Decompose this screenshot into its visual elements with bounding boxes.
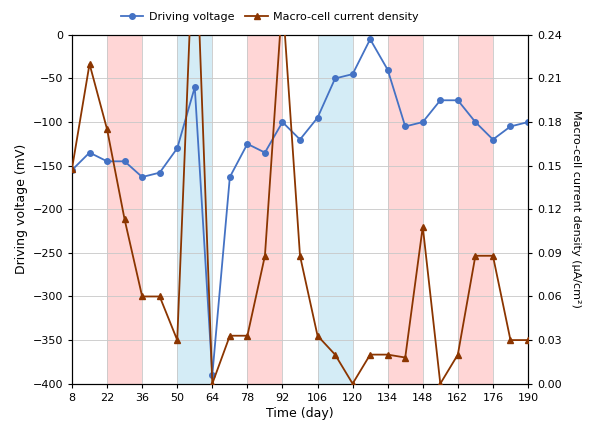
Macro-cell current density — [507, 337, 514, 343]
Macro-cell current density — [349, 381, 356, 386]
Line: Macro-cell current density: Macro-cell current density — [69, 0, 531, 386]
Macro-cell current density — [437, 381, 444, 386]
Bar — [458, 35, 493, 384]
Macro-cell current density — [226, 333, 233, 338]
Driving voltage — [279, 119, 286, 125]
Macro-cell current density — [384, 352, 391, 357]
Driving voltage — [121, 159, 128, 164]
Macro-cell current density — [156, 294, 163, 299]
Macro-cell current density — [173, 337, 181, 343]
Driving voltage — [226, 174, 233, 180]
Bar — [247, 35, 283, 384]
Macro-cell current density — [419, 224, 427, 229]
Driving voltage — [524, 119, 532, 125]
Driving voltage — [507, 124, 514, 129]
Driving voltage — [419, 119, 427, 125]
Driving voltage — [401, 124, 409, 129]
Macro-cell current density — [296, 253, 304, 259]
Macro-cell current density — [209, 381, 216, 386]
Line: Driving voltage: Driving voltage — [69, 37, 531, 378]
Driving voltage — [244, 141, 251, 146]
Driving voltage — [191, 85, 199, 90]
Macro-cell current density — [139, 294, 146, 299]
Driving voltage — [156, 170, 163, 175]
Driving voltage — [173, 146, 181, 151]
Driving voltage — [209, 372, 216, 378]
Bar — [107, 35, 142, 384]
Bar — [177, 35, 212, 384]
Driving voltage — [472, 119, 479, 125]
Driving voltage — [68, 167, 76, 173]
Driving voltage — [454, 98, 461, 103]
Driving voltage — [86, 150, 93, 155]
Macro-cell current density — [68, 166, 76, 171]
Driving voltage — [314, 115, 321, 120]
Driving voltage — [103, 159, 110, 164]
Driving voltage — [349, 72, 356, 77]
Y-axis label: Macro-cell current density (μA/cm²): Macro-cell current density (μA/cm²) — [571, 110, 581, 308]
Macro-cell current density — [314, 333, 321, 338]
Macro-cell current density — [279, 0, 286, 1]
Driving voltage — [262, 150, 269, 155]
Bar — [317, 35, 353, 384]
Driving voltage — [139, 174, 146, 180]
Macro-cell current density — [490, 253, 497, 259]
Macro-cell current density — [367, 352, 374, 357]
Driving voltage — [490, 137, 497, 142]
Macro-cell current density — [262, 253, 269, 259]
Macro-cell current density — [472, 253, 479, 259]
Macro-cell current density — [244, 333, 251, 338]
Macro-cell current density — [401, 355, 409, 360]
Driving voltage — [384, 67, 391, 72]
Driving voltage — [437, 98, 444, 103]
Macro-cell current density — [524, 337, 532, 343]
Legend: Driving voltage, Macro-cell current density: Driving voltage, Macro-cell current dens… — [116, 8, 424, 27]
Driving voltage — [296, 137, 304, 142]
Macro-cell current density — [103, 127, 110, 132]
Macro-cell current density — [331, 352, 338, 357]
Driving voltage — [331, 76, 338, 81]
Macro-cell current density — [86, 61, 93, 67]
Driving voltage — [367, 37, 374, 42]
Y-axis label: Driving voltage (mV): Driving voltage (mV) — [16, 144, 28, 274]
Macro-cell current density — [454, 352, 461, 357]
X-axis label: Time (day): Time (day) — [266, 407, 334, 420]
Bar — [388, 35, 423, 384]
Macro-cell current density — [121, 217, 128, 222]
